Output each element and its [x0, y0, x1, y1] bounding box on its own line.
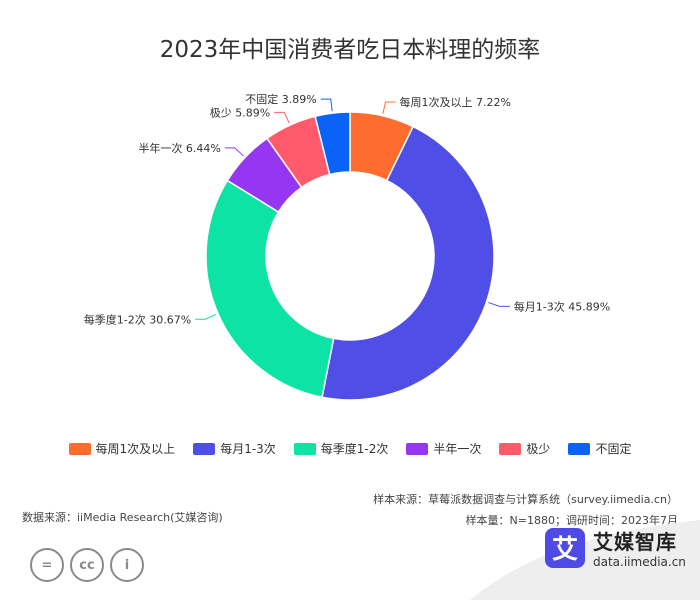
leader-line-irregular [320, 98, 333, 112]
leader-line-quarterly [195, 313, 217, 320]
sample-source-text: 样本来源：草莓派数据调查与计算系统（survey.iimedia.cn） [373, 493, 678, 506]
brand-url: data.iimedia.cn [593, 555, 686, 569]
legend-label: 不固定 [595, 442, 632, 456]
person-icon: i [110, 548, 144, 582]
legend-swatch [193, 442, 216, 455]
legend-swatch [293, 442, 316, 455]
leader-line-monthly [488, 302, 510, 307]
brand-block: 艾 艾媒智库 data.iimedia.cn [545, 526, 686, 569]
legend-swatch [406, 442, 429, 455]
legend-item-irregular[interactable]: 不固定 [568, 440, 631, 457]
legend-item-monthly[interactable]: 每月1-3次 [193, 440, 276, 457]
legend-item-quarterly[interactable]: 每季度1-2次 [293, 440, 389, 457]
leader-line-rarely [274, 111, 290, 124]
slice-irregular [314, 111, 351, 176]
legend-label: 每月1-3次 [220, 442, 276, 456]
leader-line-weekly [382, 101, 396, 114]
data-label-monthly: 每月1-3次 45.89% [514, 299, 610, 313]
brand-logo-icon: 艾 [545, 527, 585, 568]
license-icons: = cc i [30, 548, 144, 582]
cc-icon: cc [70, 548, 104, 582]
leader-line-half-year [224, 147, 244, 157]
legend-label: 极少 [526, 442, 551, 456]
legend-item-half-year[interactable]: 半年一次 [406, 440, 481, 457]
legend-label: 每周1次及以上 [95, 442, 176, 456]
data-label-rarely: 极少 5.89% [210, 105, 270, 119]
slice-quarterly [205, 179, 335, 399]
data-label-quarterly: 每季度1-2次 30.67% [84, 312, 191, 326]
legend-item-weekly[interactable]: 每周1次及以上 [68, 440, 176, 457]
brand-background-wave [470, 520, 700, 600]
legend-item-rarely[interactable]: 极少 [499, 440, 550, 457]
legend-label: 每季度1-2次 [320, 442, 389, 456]
legend-swatch [68, 442, 91, 455]
data-source-text: 数据来源：iiMedia Research(艾媒咨询) [22, 511, 223, 524]
legend-label: 半年一次 [433, 442, 482, 456]
legend-swatch [499, 442, 522, 455]
brand-name: 艾媒智库 [593, 530, 677, 554]
data-label-weekly: 每周1次及以上 7.22% [400, 95, 511, 109]
equal-icon: = [30, 548, 64, 582]
sample-size-text: 样本量：N=1880；调研时间：2023年7月 [465, 514, 678, 527]
slice-monthly [321, 125, 495, 401]
data-label-half-year: 半年一次 6.44% [138, 141, 220, 155]
chart-legend: 每周1次及以上 每月1-3次 每季度1-2次 半年一次 极少 不固定 [0, 440, 700, 457]
sample-info: 样本来源：草莓派数据调查与计算系统（survey.iimedia.cn） 样本量… [373, 489, 678, 531]
data-label-irregular: 不固定 3.89% [245, 92, 316, 106]
legend-swatch [568, 442, 591, 455]
chart-title: 2023年中国消费者吃日本料理的频率 [159, 37, 541, 63]
